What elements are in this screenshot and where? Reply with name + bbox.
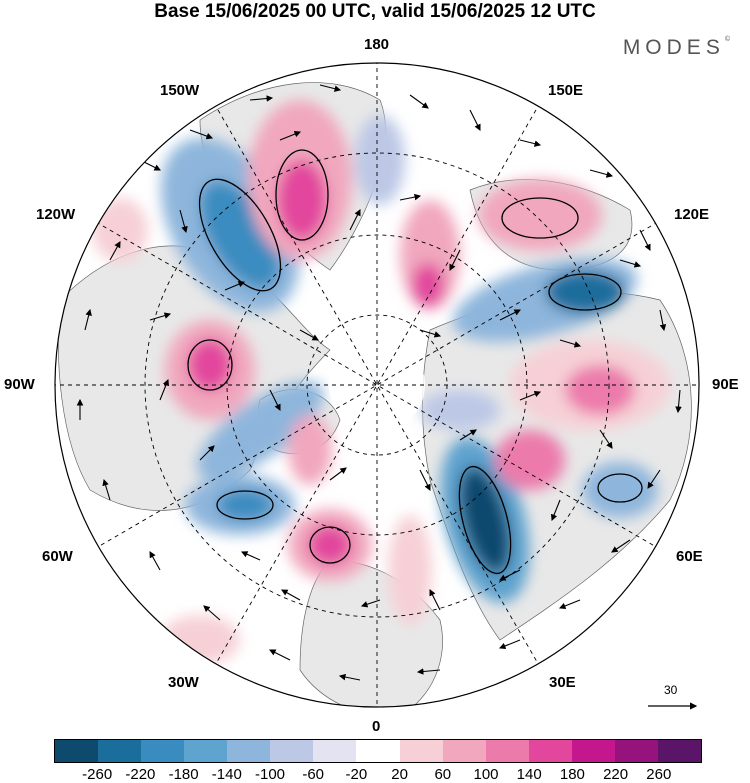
lon-label-90e: 90E [712, 376, 739, 393]
lon-label-120w: 120W [36, 206, 76, 223]
positive-anomaly [412, 263, 444, 307]
colorbar-tick-label: -180 [168, 766, 199, 783]
positive-anomaly [308, 525, 352, 565]
colorbar-tick-label: 100 [473, 766, 499, 783]
lon-label-120e: 120E [674, 206, 710, 223]
lon-label-60w: 60W [42, 548, 73, 565]
anomaly-field [92, 100, 670, 665]
colorbar-tick-label: -20 [345, 766, 368, 783]
colorbar-cell [442, 740, 486, 762]
positive-anomaly [495, 430, 565, 490]
colorbar-cell [614, 740, 658, 762]
colorbar-tick-label: -140 [211, 766, 242, 783]
colorbar-tick-label: 260 [646, 766, 672, 783]
colorbar-cell [657, 740, 701, 762]
positive-anomaly [478, 179, 602, 251]
reference-vector-value: 30 [664, 683, 678, 697]
colorbar-cell [356, 740, 400, 762]
lon-label-30e: 30E [549, 674, 576, 691]
colorbar-cell [55, 740, 99, 762]
colorbar-tick-label: 20 [391, 766, 408, 783]
brand-text: MODES [622, 36, 725, 59]
colorbar-cell [227, 740, 271, 762]
colorbar-cell [485, 740, 529, 762]
map-field [55, 63, 699, 707]
lon-label-90w: 90W [4, 376, 35, 393]
colorbar-cell [528, 740, 572, 762]
negative-anomaly [196, 381, 324, 479]
wind-vectors [76, 84, 682, 681]
colorbar-tick-label: 180 [559, 766, 585, 783]
negative-anomaly [459, 466, 511, 574]
colorbar-tick-label: -100 [254, 766, 286, 783]
pole-area [329, 337, 425, 433]
colorbar-cell [571, 740, 615, 762]
colorbar-tick-label: 60 [434, 766, 452, 783]
map-title: Base 15/06/2025 00 UTC, valid 15/06/2025… [154, 1, 596, 22]
negative-anomaly [355, 115, 405, 205]
lon-label-150e: 150E [548, 82, 584, 99]
positive-anomaly [565, 365, 635, 415]
colorbar-tick-label: 220 [603, 766, 629, 783]
colorbar [54, 739, 702, 763]
negative-anomaly [582, 462, 658, 518]
negative-anomaly [545, 270, 625, 314]
colorbar-cell [184, 740, 228, 762]
colorbar-tick-label: -260 [82, 766, 113, 783]
lon-label-180: 180 [364, 36, 390, 53]
positive-anomaly [160, 615, 240, 665]
positive-anomaly [388, 515, 432, 625]
negative-anomaly [217, 489, 273, 521]
colorbar-cell [270, 740, 314, 762]
colorbar-tick-label: 140 [516, 766, 542, 783]
copyright-mark: © [724, 36, 730, 43]
colorbar-tick-label: -220 [125, 766, 156, 783]
positive-anomaly [188, 339, 232, 391]
map-border [54, 62, 700, 708]
colorbar-cell [98, 740, 142, 762]
graticule [55, 63, 699, 707]
contour-lines [187, 149, 643, 575]
positive-anomaly [277, 160, 327, 240]
positive-anomaly [92, 198, 148, 262]
colorbar-cell [141, 740, 185, 762]
lon-label-60e: 60E [676, 548, 703, 565]
colorbar-tick-label: -60 [302, 766, 325, 783]
modes-logo: MODES© [623, 36, 730, 60]
lon-label-30w: 30W [168, 674, 199, 691]
negative-anomaly [200, 180, 280, 290]
negative-anomaly [420, 390, 500, 430]
lon-label-150w: 150W [160, 82, 200, 99]
positive-anomaly [288, 415, 332, 485]
colorbar-cell [313, 740, 357, 762]
colorbar-cell [399, 740, 443, 762]
lon-label-0: 0 [372, 718, 381, 735]
